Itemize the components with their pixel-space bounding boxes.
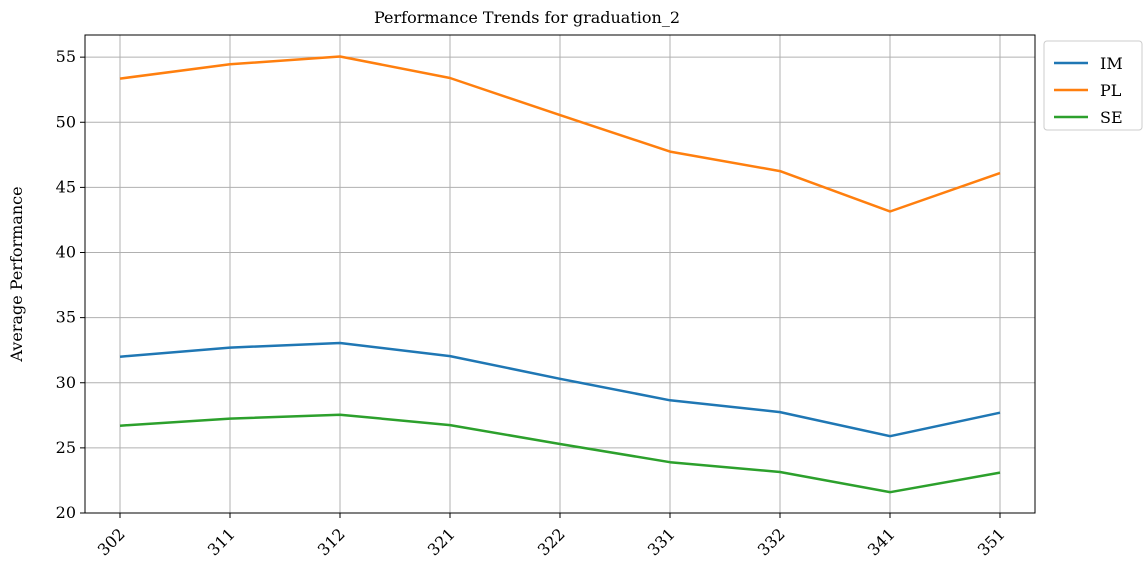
y-axis-label: Average Performance	[7, 186, 26, 362]
legend-label-im: IM	[1100, 54, 1123, 73]
x-axis: 302 311 312 321 322 331 332 341 351	[94, 513, 1009, 559]
legend-label-pl: PL	[1100, 81, 1122, 100]
x-tick-label: 311	[204, 524, 239, 559]
y-tick-label: 45	[56, 177, 76, 196]
grid	[85, 35, 1035, 514]
y-tick-label: 25	[56, 438, 76, 457]
legend: IM PL SE	[1043, 40, 1143, 131]
chart-title: Performance Trends for graduation_2	[374, 8, 680, 27]
x-tick-label: 321	[424, 524, 459, 559]
x-tick-label: 322	[534, 524, 569, 559]
y-tick-label: 30	[56, 373, 76, 392]
x-tick-label: 351	[974, 524, 1009, 559]
legend-label-se: SE	[1100, 108, 1123, 127]
y-tick-label: 55	[56, 47, 76, 66]
x-tick-label: 332	[754, 524, 789, 559]
x-tick-label: 341	[864, 524, 899, 559]
x-tick-label: 312	[314, 524, 349, 559]
x-tick-label: 331	[644, 524, 679, 559]
y-tick-label: 20	[56, 503, 76, 522]
y-tick-label: 40	[56, 243, 76, 262]
series-line-se	[119, 413, 1001, 494]
series-layer	[119, 55, 1001, 494]
y-tick-label: 50	[56, 112, 76, 131]
series-line-im	[119, 341, 1001, 438]
series-line-pl	[119, 55, 1001, 213]
y-tick-label: 35	[56, 308, 76, 327]
y-axis: 20 25 30 35 40 45 50 55	[56, 47, 85, 522]
x-tick-label: 302	[94, 524, 129, 559]
